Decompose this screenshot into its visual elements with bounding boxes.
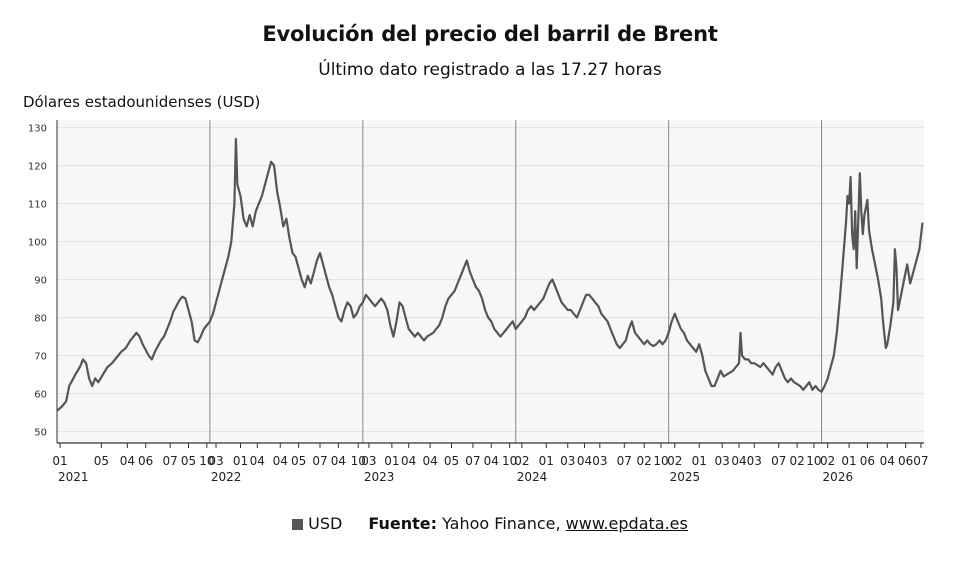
source-text: Yahoo Finance, <box>442 514 561 533</box>
x-tick-label: 07 <box>617 454 632 468</box>
legend-label: USD <box>308 514 343 533</box>
x-tick-label: 06 <box>898 454 913 468</box>
x-tick-label: 02 <box>789 454 804 468</box>
y-tick-label: 50 <box>34 428 47 439</box>
x-tick-label: 04 <box>731 454 746 468</box>
x-tick-label: 10 <box>199 454 214 468</box>
x-tick-label: 07 <box>465 454 480 468</box>
x-tick-label: 01 <box>539 454 554 468</box>
year-label: 2026 <box>823 470 854 484</box>
year-label: 2023 <box>364 470 395 484</box>
year-label: 2024 <box>517 470 548 484</box>
x-tick-label: 03 <box>747 454 762 468</box>
x-tick-label: 03 <box>715 454 730 468</box>
x-tick-label: 03 <box>361 454 376 468</box>
source-label: Fuente: <box>368 514 437 533</box>
x-tick-label: 10 <box>502 454 517 468</box>
x-tick-label: 05 <box>444 454 459 468</box>
source-link[interactable]: www.epdata.es <box>565 514 688 533</box>
x-tick-label: 03 <box>560 454 575 468</box>
year-label: 2021 <box>58 470 89 484</box>
x-tick-label: 04 <box>880 454 895 468</box>
x-tick-label: 02 <box>637 454 652 468</box>
year-labels: 2021 2022 2023 2024 2025 2026 <box>58 470 853 484</box>
x-tick-label: 05 <box>291 454 306 468</box>
y-tick-label: 90 <box>34 276 47 287</box>
x-tick-label: 04 <box>577 454 592 468</box>
chart-subtitle: Último dato registrado a las 17.27 horas <box>318 60 662 80</box>
y-tick-labels: 50 60 70 80 90 100 110 120 130 <box>28 124 47 439</box>
x-tick-label: 01 <box>233 454 248 468</box>
y-tick-label: 110 <box>28 200 47 211</box>
plot-area <box>57 120 924 443</box>
x-tick-label: 06 <box>860 454 875 468</box>
y-tick-label: 130 <box>28 124 47 135</box>
x-tick-label: 06 <box>138 454 153 468</box>
x-tick-label: 10 <box>653 454 668 468</box>
x-tick-label: 05 <box>181 454 196 468</box>
y-tick-label: 60 <box>34 390 47 401</box>
x-tick-label: 01 <box>52 454 67 468</box>
x-tick-label: 03 <box>592 454 607 468</box>
x-tick-label: 04 <box>484 454 499 468</box>
y-gridlines <box>57 127 924 433</box>
chart-footer: USD Fuente: Yahoo Finance, www.epdata.es <box>0 514 980 533</box>
x-tick-label: 04 <box>401 454 416 468</box>
x-tick-label: 07 <box>771 454 786 468</box>
x-tick-label: 02 <box>820 454 835 468</box>
x-tick-label: 07 <box>312 454 327 468</box>
x-tick-label: 03 <box>208 454 223 468</box>
x-tick-label: 10 <box>351 454 366 468</box>
x-gridlines <box>209 120 823 443</box>
x-tick-label: 04 <box>331 454 346 468</box>
x-tick-label: 05 <box>94 454 109 468</box>
x-tick-label: 02 <box>667 454 682 468</box>
y-tick-label: 70 <box>34 352 47 363</box>
x-tick-label: 07 <box>913 454 928 468</box>
year-label: 2022 <box>211 470 242 484</box>
x-tick-label: 04 <box>422 454 437 468</box>
year-label: 2025 <box>670 470 701 484</box>
x-tick-label: 02 <box>514 454 529 468</box>
x-tick-label: 07 <box>163 454 178 468</box>
legend-swatch <box>292 519 304 530</box>
x-tick-label: 10 <box>806 454 821 468</box>
y-axis-label: Dólares estadounidenses (USD) <box>23 93 261 111</box>
x-tick-label: 01 <box>692 454 707 468</box>
y-tick-label: 100 <box>28 238 47 249</box>
series-line-usd <box>56 137 924 412</box>
x-tick-label: 01 <box>841 454 856 468</box>
x-tick-label: 01 <box>384 454 399 468</box>
x-tick-label: 04 <box>250 454 265 468</box>
y-tick-label: 80 <box>34 314 47 325</box>
y-tick-label: 120 <box>28 162 47 173</box>
x-tick-label: 04 <box>273 454 288 468</box>
x-tick-label: 04 <box>120 454 135 468</box>
chart-title: Evolución del precio del barril de Brent <box>262 22 718 46</box>
